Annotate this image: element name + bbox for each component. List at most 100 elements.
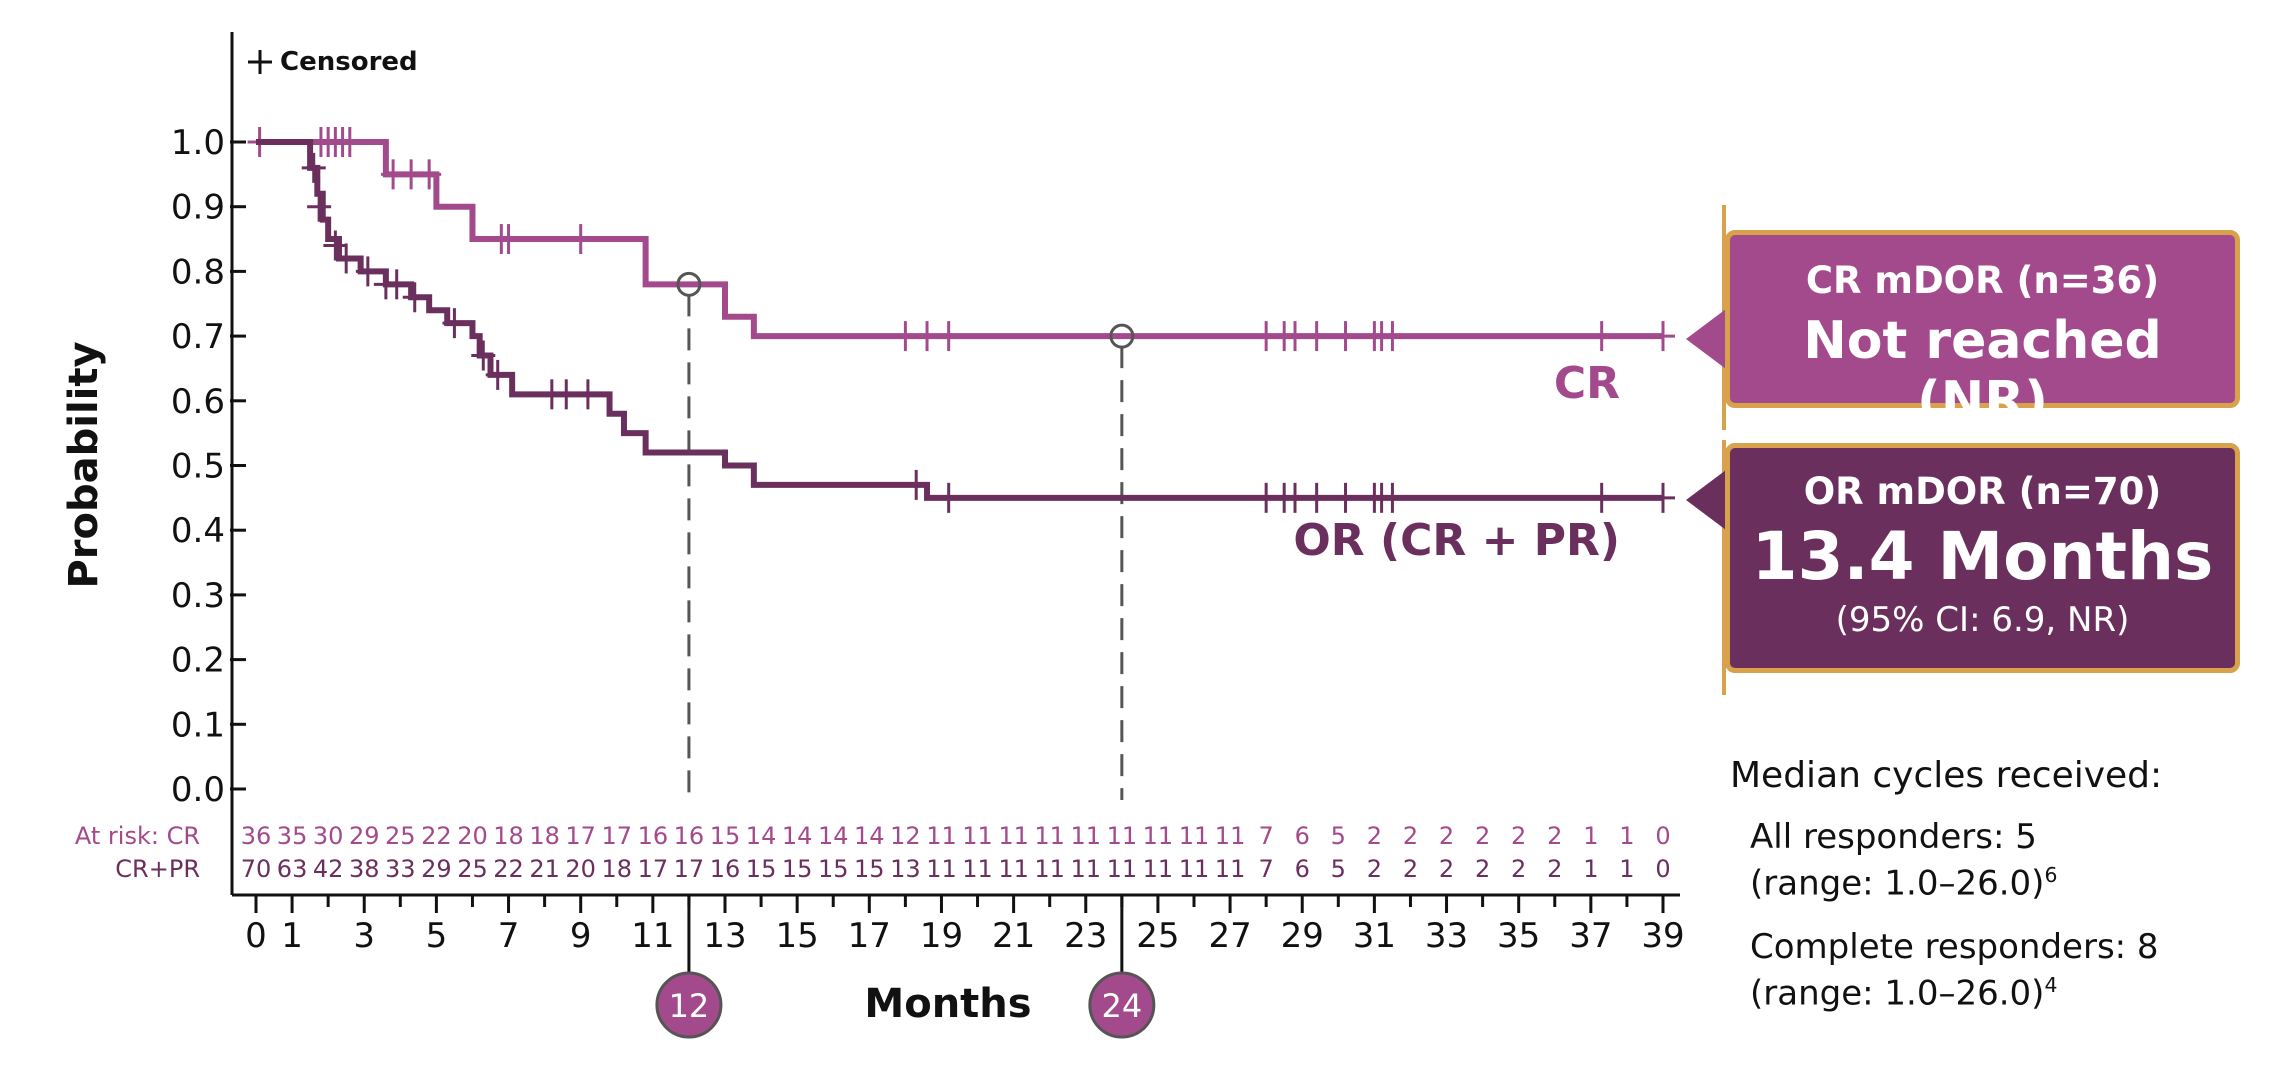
cr-callout-title: CR mDOR (n=36) [1805,259,2160,302]
at-risk-cr-value: 11 [962,822,993,850]
at-risk-cr-value: 6 [1295,822,1310,850]
at-risk-or-value: 11 [1215,855,1246,883]
at-risk-cr-value: 15 [710,822,741,850]
at-risk-or-value: 11 [1070,855,1101,883]
x-tick-label: 3 [353,916,375,956]
notes-complete-range: (range: 1.0–26.0) [1750,973,2045,1014]
at-risk-or-value: 15 [854,855,885,883]
callout-gold-bar [1722,440,1726,695]
landmark-month-marker [655,971,723,1039]
at-risk-or-value: 11 [1107,855,1138,883]
or-callout-pointer [1686,470,1726,530]
at-risk-cr-value: 2 [1403,822,1418,850]
at-risk-or-value: 25 [457,855,488,883]
cr-curve-label: CR [1554,358,1620,409]
at-risk-cr-value: 1 [1619,822,1634,850]
x-tick-label: 33 [1425,916,1468,956]
x-tick-label: 39 [1641,916,1684,956]
axes-layer [230,32,1680,1039]
at-risk-or-value: 2 [1403,855,1418,883]
cr-callout-value: Not reached (NR) [1803,311,2162,431]
x-tick-label: 29 [1281,916,1324,956]
at-risk-cr-value: 2 [1475,822,1490,850]
x-tick-label: 35 [1497,916,1540,956]
x-tick-label: 25 [1136,916,1179,956]
landmark-month-label: 12 [669,987,710,1025]
cr-mdor-callout: CR mDOR (n=36) Not reached (NR) [1725,230,2240,431]
at-risk-or-value: 2 [1511,855,1526,883]
y-tick-label: 1.0 [171,123,225,163]
cr-callout-pointer [1686,309,1726,369]
landmark-point [1109,323,1135,349]
cr-curve [256,139,1663,340]
at-risk-cr-value: 2 [1367,822,1382,850]
landmark-month-marker [1088,971,1156,1039]
at-risk-cr-value: 20 [457,822,488,850]
x-tick-label: 7 [498,916,520,956]
at-risk-or-value: 29 [421,855,452,883]
at-risk-cr-value: 2 [1439,822,1454,850]
at-risk-or-value: 11 [1179,855,1210,883]
notes-all-range: (range: 1.0–26.0) [1750,863,2045,904]
at-risk-cr-value: 30 [313,822,344,850]
x-tick-label: 1 [281,916,303,956]
at-risk-cr-value: 18 [493,822,524,850]
at-risk-or-value: 11 [962,855,993,883]
at-risk-cr-value: 5 [1331,822,1346,850]
at-risk-or-value: 7 [1259,855,1274,883]
x-tick-label: 37 [1569,916,1612,956]
at-risk-cr-value: 22 [421,822,452,850]
at-risk-cr-value: 7 [1259,822,1274,850]
at-risk-cr-value: 17 [601,822,632,850]
at-risk-cr-value: 14 [782,822,813,850]
notes-complete-label: Complete responders: 8 [1750,927,2159,967]
at-risk-or-value: 5 [1331,855,1346,883]
at-risk-cr-value: 11 [1143,822,1174,850]
y-tick-label: 0.0 [171,770,225,810]
at-risk-or-value: 2 [1547,855,1562,883]
y-tick-label: 0.2 [171,641,225,681]
at-risk-cr-value: 25 [385,822,416,850]
y-tick-label: 0.5 [171,447,225,487]
or-curve-label: OR (CR + PR) [1293,515,1620,566]
y-tick-label: 0.9 [171,188,225,228]
x-tick-label: 13 [703,916,746,956]
x-tick-label: 15 [776,916,819,956]
at-risk-or-value: 16 [710,855,741,883]
or-callout-ci: (95% CI: 6.9, NR) [1835,600,2130,640]
notes-all-label: All responders: 5 [1750,817,2037,857]
at-risk-cr-value: 12 [890,822,921,850]
at-risk-cr-value: 16 [674,822,705,850]
at-risk-cr-value: 18 [529,822,560,850]
at-risk-or-value: 15 [746,855,777,883]
notes-complete-ref: 4 [2044,973,2058,997]
at-risk-or-value: 18 [601,855,632,883]
at-risk-or-value: 11 [1143,855,1174,883]
at-risk-cr-value: 17 [565,822,596,850]
x-axis-title: Months [864,981,1031,1027]
at-risk-cr-value: 14 [854,822,885,850]
at-risk-cr-value: 11 [1179,822,1210,850]
x-tick-label: 17 [848,916,891,956]
landmark-month-label: 24 [1101,987,1142,1025]
x-tick-label: 21 [992,916,1035,956]
at-risk-or-value: 22 [493,855,524,883]
at-risk-cr-value: 35 [277,822,308,850]
at-risk-or-value: 13 [890,855,921,883]
at-risk-or-value: 2 [1439,855,1454,883]
y-tick-label: 0.6 [171,382,225,422]
at-risk-or-value: 63 [277,855,308,883]
notes-all-range-line: (range: 1.0–26.0)6 [1750,863,2057,903]
series-layer [247,127,1675,513]
at-risk-or-value: 20 [565,855,596,883]
at-risk-cr-value: 11 [1215,822,1246,850]
at-risk-cr-value: 0 [1655,822,1670,850]
or-curve [256,139,1663,501]
y-tick-label: 0.4 [171,511,225,551]
at-risk-or-value: 42 [313,855,344,883]
y-axis-title: Probability [61,341,107,588]
at-risk-cr-value: 11 [1070,822,1101,850]
or-callout-value: 13.4 Months [1751,518,2214,595]
at-risk-or-value: 6 [1295,855,1310,883]
